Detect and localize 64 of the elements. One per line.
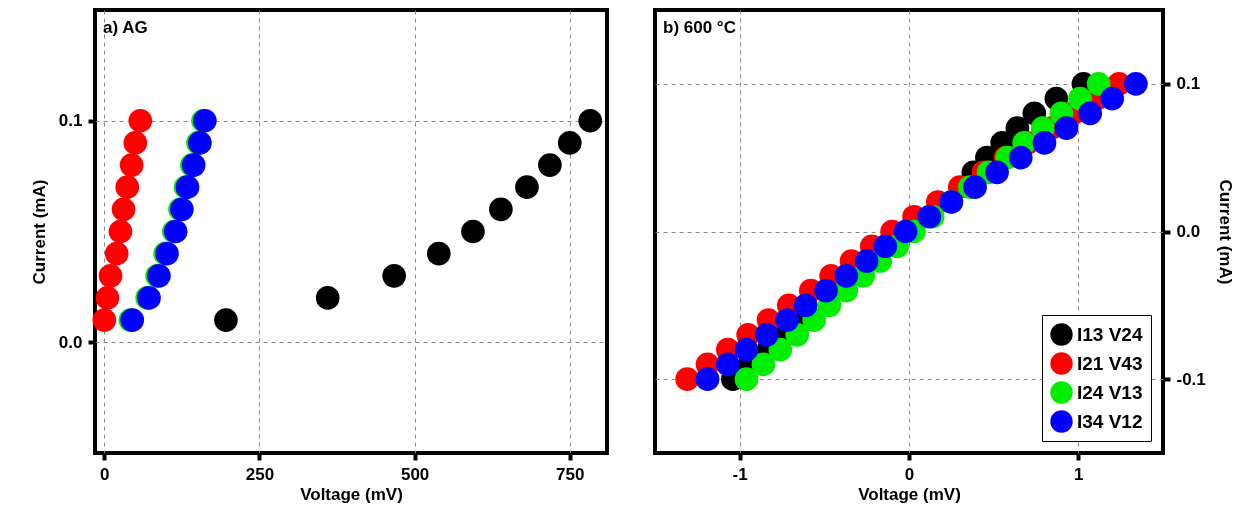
point — [1100, 86, 1125, 111]
point — [675, 367, 700, 391]
legend-label: I13 V24 — [1077, 323, 1143, 345]
x-axis-title: Voltage (mV) — [300, 484, 403, 504]
x-tick-label: 1 — [1074, 464, 1084, 484]
point — [119, 153, 144, 177]
point — [515, 175, 539, 200]
point — [538, 153, 562, 177]
y-axis-title: Current (mA) — [29, 179, 49, 285]
point — [123, 131, 148, 155]
y2-tick-label: 0.1 — [1176, 74, 1201, 94]
point — [111, 197, 136, 222]
y2-axis-title: Current (mA) — [1215, 179, 1235, 285]
y2-tick-label: -0.1 — [1176, 369, 1206, 389]
legend-label: I24 V13 — [1077, 381, 1143, 403]
point — [751, 352, 776, 377]
point — [834, 263, 859, 288]
point — [578, 108, 603, 133]
point — [214, 308, 238, 332]
point — [734, 337, 759, 362]
x-tick-label: 0 — [100, 464, 110, 484]
point — [754, 323, 779, 347]
point — [426, 241, 451, 266]
point — [1124, 72, 1148, 96]
point — [557, 131, 582, 155]
chart-title: b) 600 °C — [663, 18, 736, 37]
chart-title: a) AG — [103, 18, 148, 37]
point — [115, 175, 140, 200]
x-tick-label: 0 — [904, 464, 915, 484]
y2-tick-label: 0.0 — [1176, 222, 1201, 241]
point — [1008, 145, 1033, 170]
point — [985, 160, 1009, 185]
point — [715, 352, 740, 377]
point — [108, 219, 133, 244]
point — [734, 367, 759, 391]
x-tick-label: 500 — [400, 464, 430, 484]
point — [814, 278, 838, 303]
point — [92, 308, 117, 332]
point — [893, 219, 918, 244]
x-tick-label: -1 — [732, 464, 748, 484]
x-axis-title: Voltage (mV) — [858, 484, 961, 504]
point — [315, 286, 340, 310]
point — [775, 308, 799, 332]
point — [461, 219, 485, 244]
point — [1032, 131, 1057, 155]
point — [793, 293, 818, 318]
point — [95, 286, 120, 310]
point — [695, 367, 720, 391]
point — [873, 234, 898, 259]
point — [98, 263, 123, 288]
point — [1086, 72, 1111, 96]
legend-label: I21 V43 — [1077, 352, 1143, 374]
point — [489, 197, 513, 222]
point — [768, 337, 793, 362]
point — [1054, 116, 1079, 140]
x-tick-label: 250 — [245, 464, 275, 484]
legend-label: I34 V12 — [1077, 410, 1143, 432]
x-tick-label: 750 — [556, 464, 585, 484]
point — [854, 249, 879, 273]
point — [382, 263, 406, 288]
point — [128, 108, 153, 133]
point — [104, 241, 129, 266]
point — [963, 175, 987, 200]
point — [1078, 101, 1103, 126]
